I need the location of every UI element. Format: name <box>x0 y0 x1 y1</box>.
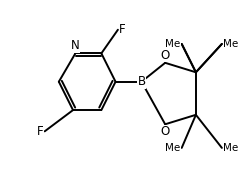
Text: F: F <box>37 125 44 138</box>
Text: B: B <box>138 75 145 88</box>
Text: N: N <box>71 39 80 52</box>
Text: Me: Me <box>165 143 180 153</box>
Text: Me: Me <box>223 143 238 153</box>
Text: O: O <box>160 49 170 62</box>
Text: Me: Me <box>223 39 238 49</box>
Text: Me: Me <box>165 39 180 49</box>
Text: O: O <box>160 125 170 138</box>
Text: F: F <box>119 23 126 36</box>
